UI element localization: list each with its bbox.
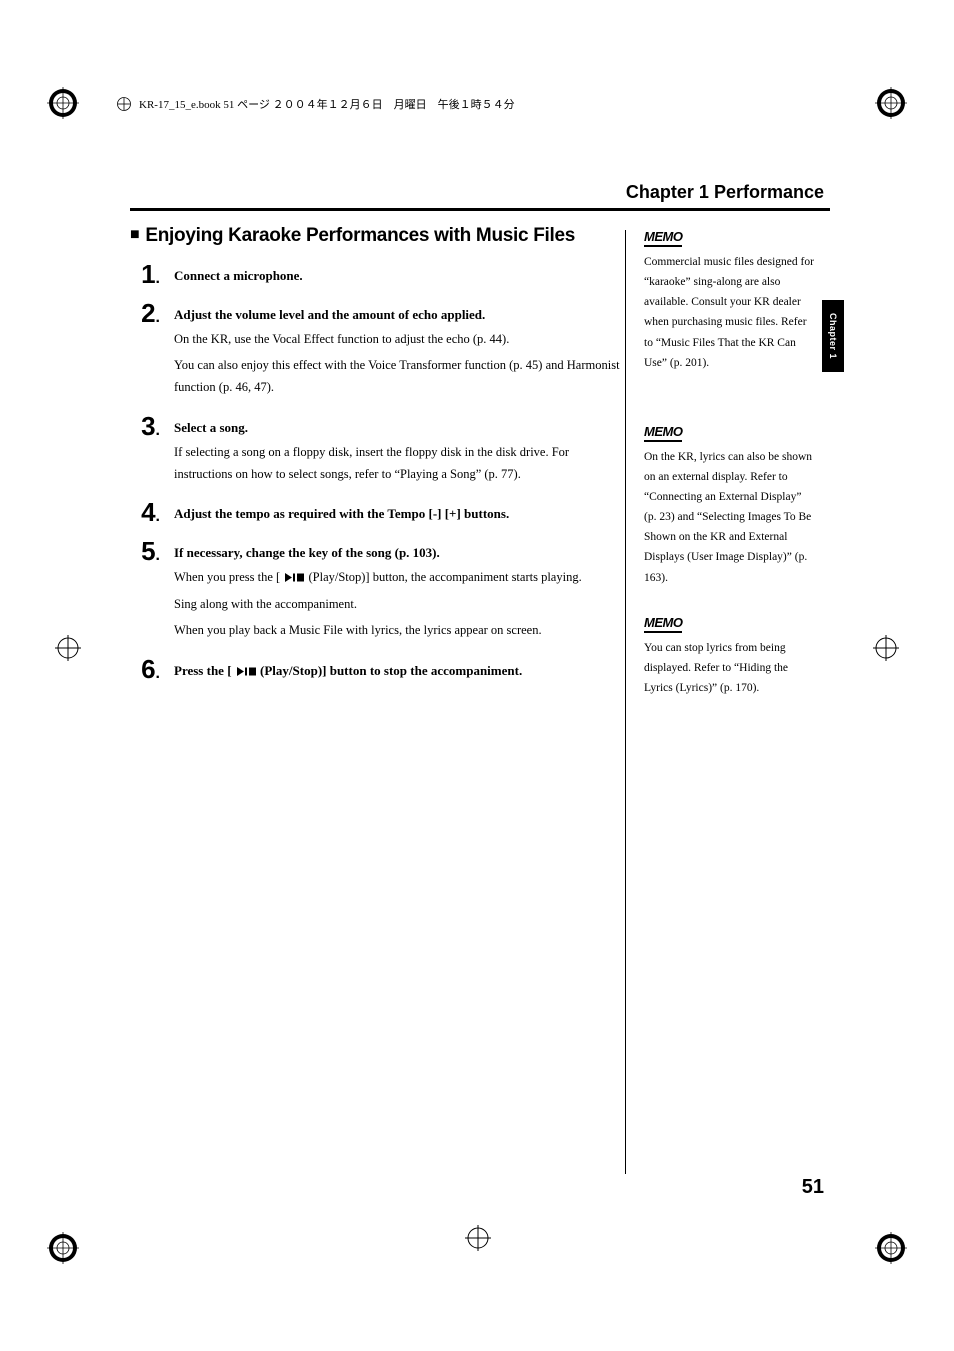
registration-cross-b (465, 1225, 491, 1251)
memo-label: MEMO (644, 424, 682, 442)
chapter-title: Chapter 1 Performance (626, 182, 824, 203)
step-title: Connect a microphone. (174, 268, 630, 284)
section-heading: ■ Enjoying Karaoke Performances with Musi… (130, 225, 630, 247)
step-paragraph: Sing along with the accompaniment. (174, 594, 630, 616)
step-title: Press the [ (Play/Stop)] button to stop … (174, 663, 630, 680)
book-icon (115, 97, 133, 111)
step-number: 3. (130, 413, 174, 490)
registration-cross-r (873, 635, 899, 661)
step-title: Select a song. (174, 420, 630, 436)
step-paragraph: You can also enjoy this effect with the … (174, 355, 630, 399)
step-number: 5. (130, 538, 174, 646)
memo-block: MEMO Commercial music files designed for… (644, 228, 814, 373)
step-number: 1. (130, 261, 174, 290)
step-title: If necessary, change the key of the song… (174, 545, 630, 561)
memo-label: MEMO (644, 229, 682, 247)
registration-mark-tr (873, 85, 909, 121)
step-6: 6. Press the [ (Play/Stop)] button to st… (130, 656, 630, 686)
step-5: 5. If necessary, change the key of the s… (130, 538, 630, 646)
memo-label: MEMO (644, 615, 682, 633)
step-paragraph: If selecting a song on a floppy disk, in… (174, 442, 630, 486)
step-paragraph: On the KR, use the Vocal Effect function… (174, 329, 630, 351)
memo-block: MEMO You can stop lyrics from being disp… (644, 614, 814, 698)
main-content: ■ Enjoying Karaoke Performances with Musi… (130, 225, 630, 696)
step-2: 2. Adjust the volume level and the amoun… (130, 300, 630, 403)
chapter-tab: Chapter 1 (822, 300, 844, 372)
step-3: 3. Select a song. If selecting a song on… (130, 413, 630, 490)
sidebar-memos: MEMO Commercial music files designed for… (644, 228, 814, 724)
step-paragraph: When you play back a Music File with lyr… (174, 620, 630, 642)
registration-mark-bl (45, 1230, 81, 1266)
step-title: Adjust the tempo as required with the Te… (174, 506, 630, 522)
memo-text: On the KR, lyrics can also be shown on a… (644, 447, 814, 588)
registration-mark-br (873, 1230, 909, 1266)
step-title: Adjust the volume level and the amount o… (174, 307, 630, 323)
step-number: 2. (130, 300, 174, 403)
step-number: 4. (130, 499, 174, 528)
source-file-note: KR-17_15_e.book 51 ページ ２００４年１２月６日 月曜日 午後… (115, 96, 515, 112)
registration-cross-l (55, 635, 81, 661)
step-paragraph: When you press the [ (Play/Stop)] button… (174, 567, 630, 590)
header-rule (130, 208, 830, 211)
play-stop-icon (236, 664, 256, 680)
play-stop-icon (284, 568, 304, 590)
section-heading-text: Enjoying Karaoke Performances with Music… (145, 225, 575, 246)
memo-block: MEMO On the KR, lyrics can also be shown… (644, 423, 814, 588)
step-4: 4. Adjust the tempo as required with the… (130, 499, 630, 528)
registration-mark-tl (45, 85, 81, 121)
step-1: 1. Connect a microphone. (130, 261, 630, 290)
page-number: 51 (802, 1176, 824, 1199)
column-divider (625, 230, 626, 1174)
source-file-text: KR-17_15_e.book 51 ページ ２００４年１２月６日 月曜日 午後… (139, 96, 515, 112)
square-bullet-icon: ■ (130, 226, 139, 243)
step-number: 6. (130, 656, 174, 686)
memo-text: You can stop lyrics from being displayed… (644, 638, 814, 698)
memo-text: Commercial music files designed for “kar… (644, 252, 814, 373)
